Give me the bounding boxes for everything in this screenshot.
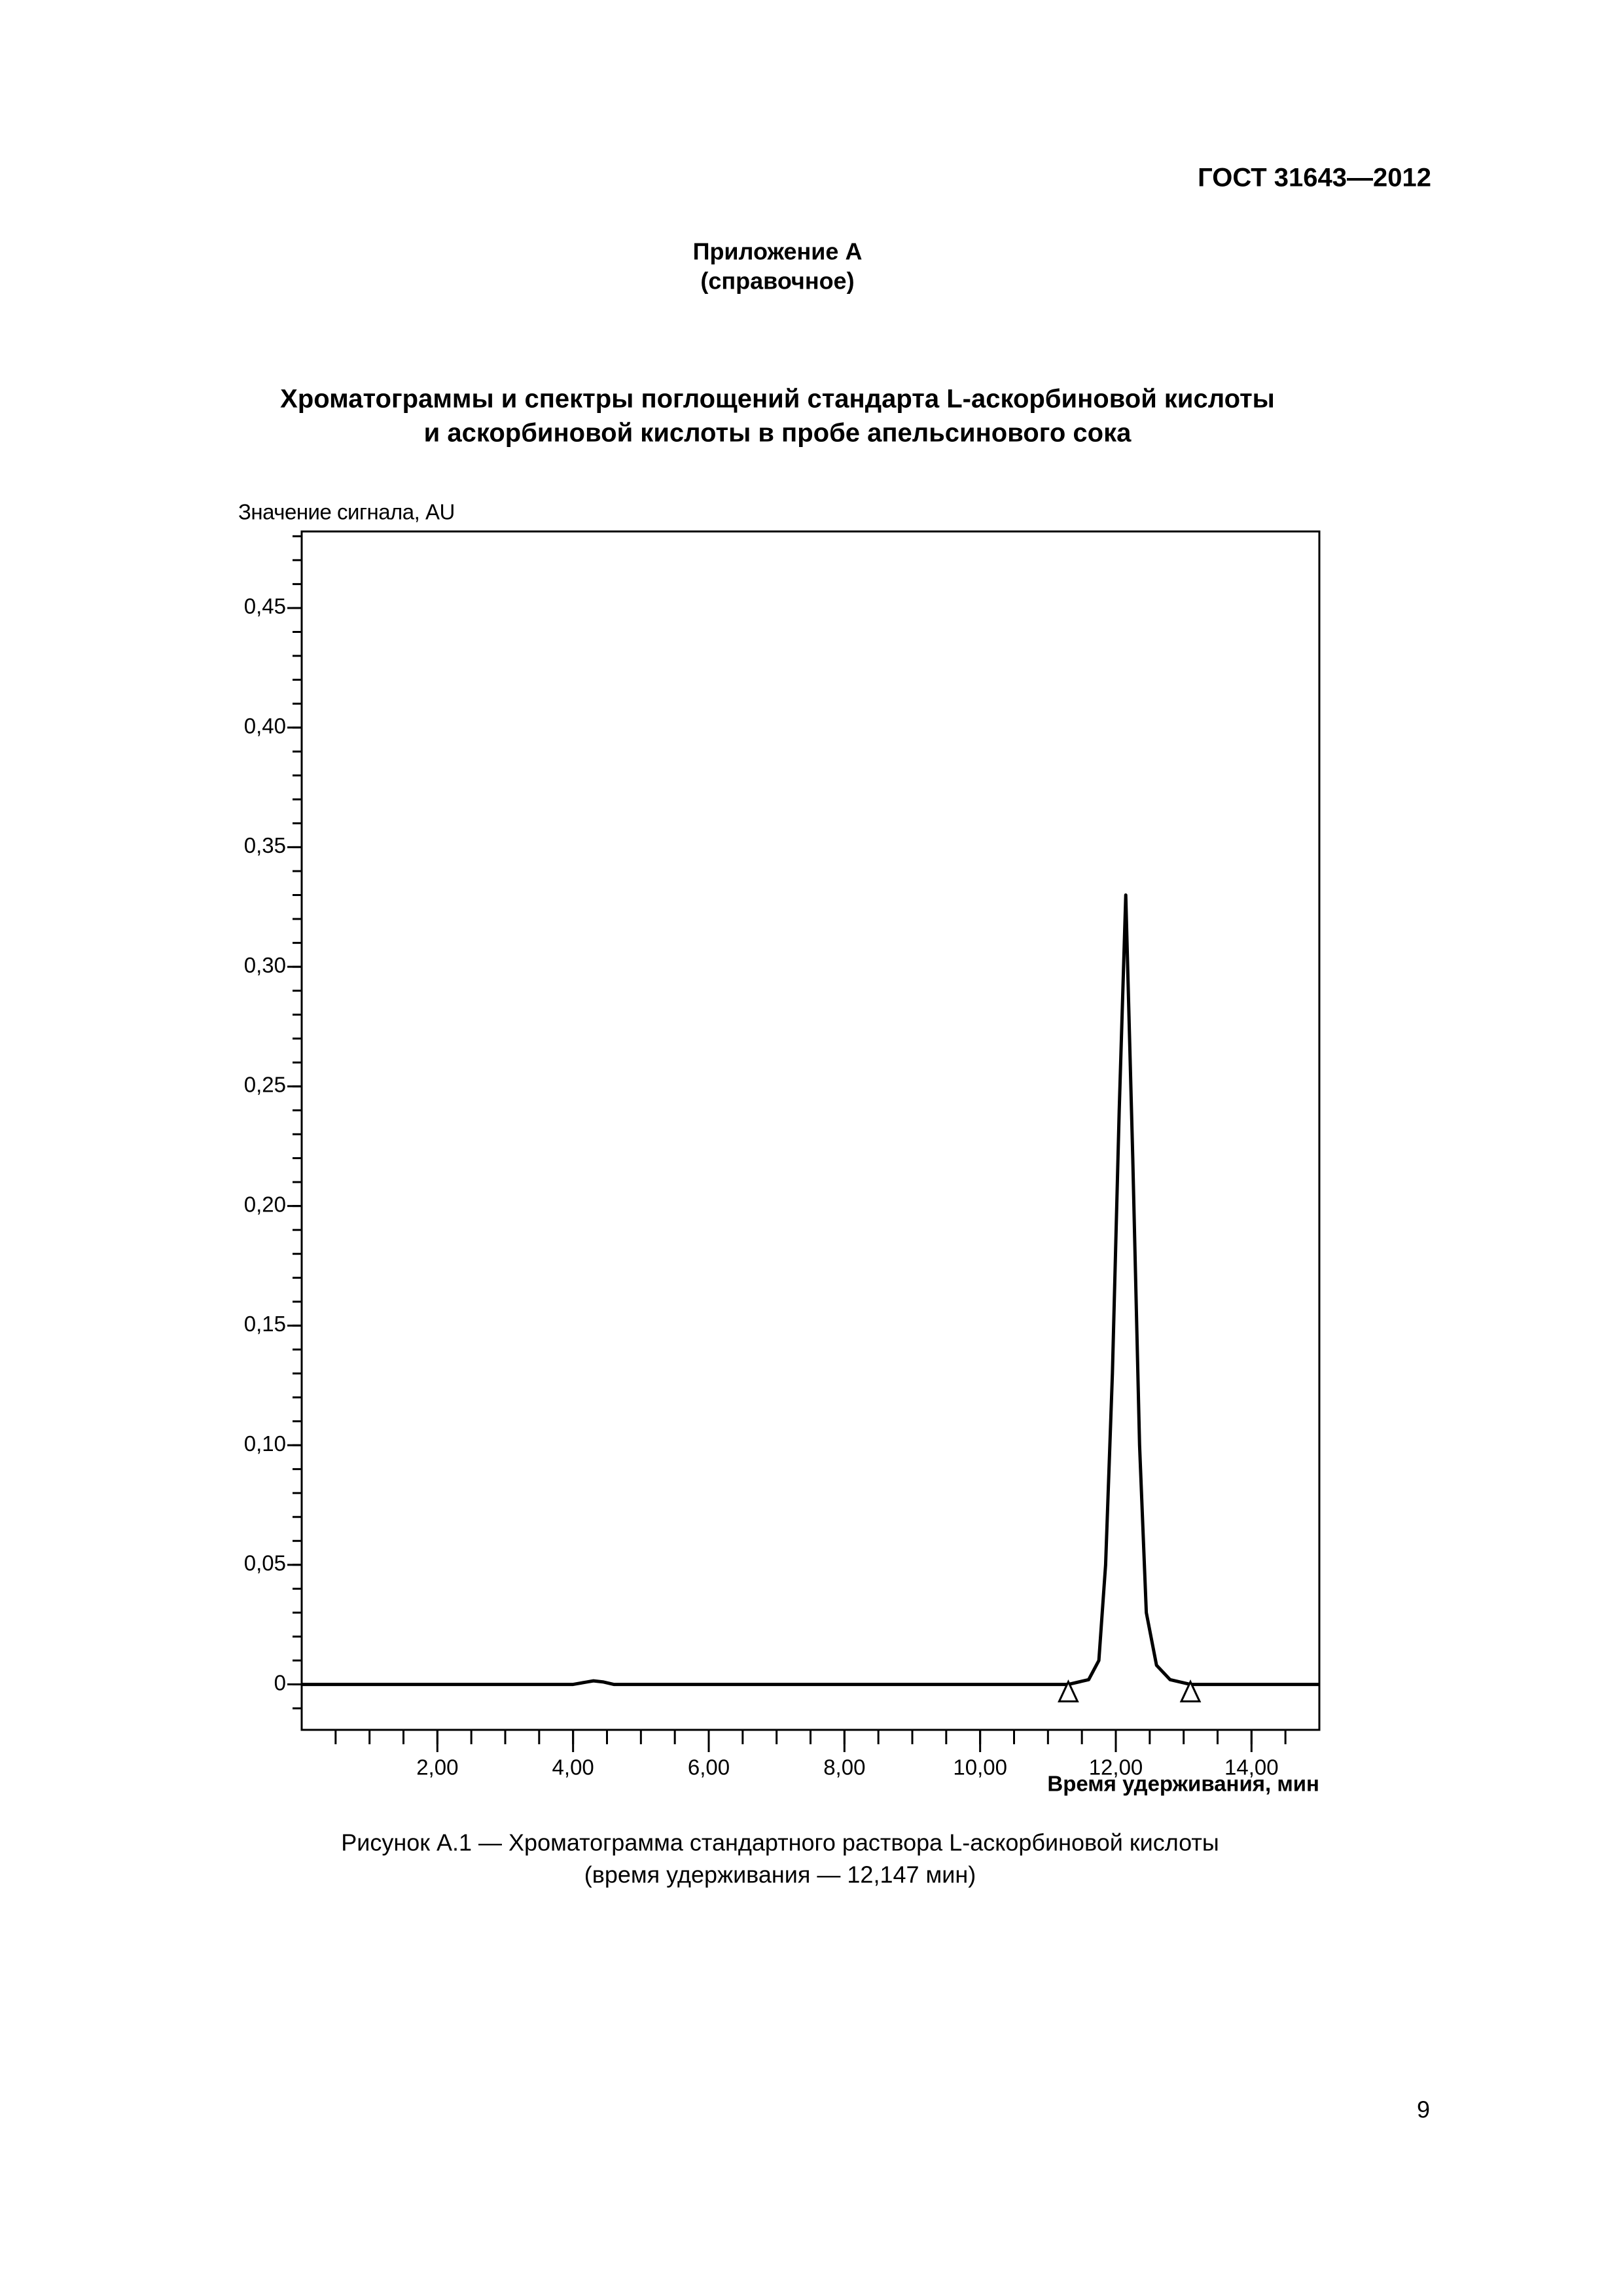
appendix-name: Приложение А (693, 238, 863, 265)
x-tick-label: 10,00 (953, 1755, 1007, 1780)
page-number: 9 (1417, 2096, 1430, 2123)
x-axis-label: Время удерживания, мин (1047, 1772, 1319, 1796)
y-tick-label: 0,45 (244, 594, 286, 619)
y-tick-label: 0,15 (244, 1312, 286, 1336)
y-tick-label: 0 (274, 1670, 286, 1695)
x-tick-label: 14,00 (1224, 1755, 1279, 1780)
y-tick-label: 0,20 (244, 1192, 286, 1216)
standard-code: ГОСТ 31643—2012 (1198, 164, 1431, 192)
x-tick-label: 4,00 (552, 1755, 594, 1780)
y-tick-label: 0,30 (244, 953, 286, 977)
baseline-marker (1179, 1679, 1202, 1703)
y-tick-label: 0,25 (244, 1073, 286, 1097)
title-line: и аскорбиновой кислоты в пробе апельсино… (424, 419, 1132, 448)
caption-line: (время удерживания — 12,147 мин) (584, 1861, 976, 1888)
y-tick-label: 0,05 (244, 1551, 286, 1575)
y-tick-label: 0,10 (244, 1431, 286, 1456)
title-line: Хроматограммы и спектры поглощений станд… (280, 385, 1275, 414)
x-tick-label: 8,00 (823, 1755, 865, 1780)
baseline-marker (1058, 1679, 1079, 1703)
y-axis-label: Значение сигнала, AU (238, 500, 455, 524)
chromatogram-line (302, 893, 1319, 1687)
y-tick-label: 0,35 (244, 833, 286, 857)
x-tick-label: 12,00 (1089, 1755, 1143, 1780)
x-tick-label: 2,00 (416, 1755, 458, 1780)
appendix-kind: (справочное) (700, 268, 854, 295)
y-tick-label: 0,40 (244, 713, 286, 738)
caption-line: Рисунок А.1 — Хроматограмма стандартного… (341, 1829, 1219, 1856)
x-tick-label: 6,00 (688, 1755, 730, 1780)
